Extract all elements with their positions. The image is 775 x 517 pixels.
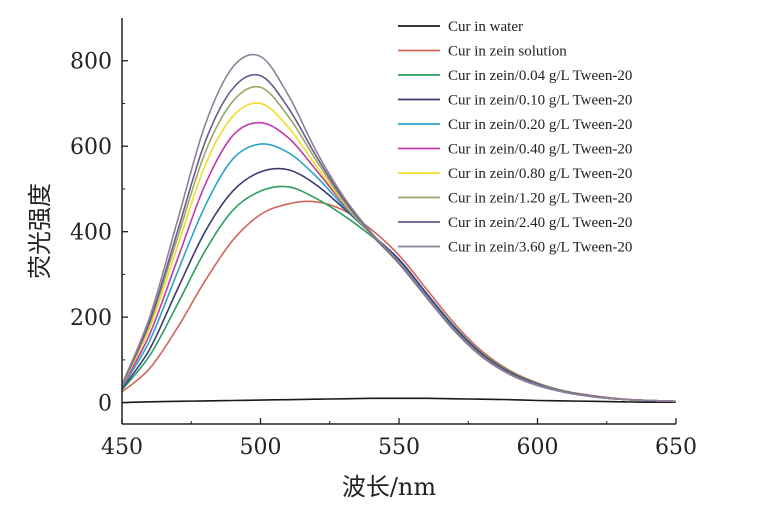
legend-label-1: Cur in water [448, 19, 523, 35]
y-tick-label: 400 [70, 221, 112, 246]
series-line-10 [121, 53, 677, 403]
x-tick-label: 600 [517, 435, 559, 460]
x-tick-label: 550 [378, 435, 420, 460]
legend-label-3: Cur in zein/0.04 g/L Tween-20 [448, 68, 632, 84]
y-tick-label: 200 [70, 306, 112, 331]
legend-label-8: Cur in zein/1.20 g/L Tween-20 [448, 191, 632, 207]
x-tick-label: 650 [655, 435, 697, 460]
y-axis-title: 荧光强度 [26, 183, 54, 279]
x-tick-label: 500 [240, 435, 282, 460]
legend: Cur in water Cur in zein solution Cur in z… [398, 19, 632, 256]
legend-label-5: Cur in zein/0.20 g/L Tween-20 [448, 117, 632, 133]
legend-label-2: Cur in zein solution [448, 44, 567, 60]
y-tick-label: 0 [98, 392, 112, 417]
legend-label-4: Cur in zein/0.10 g/L Tween-20 [448, 93, 632, 109]
x-tick-label: 450 [101, 435, 143, 460]
y-tick-label: 600 [70, 135, 112, 160]
legend-label-7: Cur in zein/0.80 g/L Tween-20 [448, 166, 632, 182]
series-line-5 [121, 143, 677, 403]
series-line-1 [121, 397, 677, 404]
legend-label-6: Cur in zein/0.40 g/L Tween-20 [448, 142, 632, 158]
axes-group: 450 500 550 600 650 0 200 400 600 800 波长/nm 荧光强度 [26, 18, 697, 501]
legend-label-10: Cur in zein/3.60 g/L Tween-20 [448, 240, 632, 256]
legend-label-9: Cur in zein/2.40 g/L Tween-20 [448, 215, 632, 231]
x-axis-title: 波长/nm [342, 473, 437, 501]
y-tick-label: 800 [70, 50, 112, 75]
series-group [121, 53, 677, 404]
